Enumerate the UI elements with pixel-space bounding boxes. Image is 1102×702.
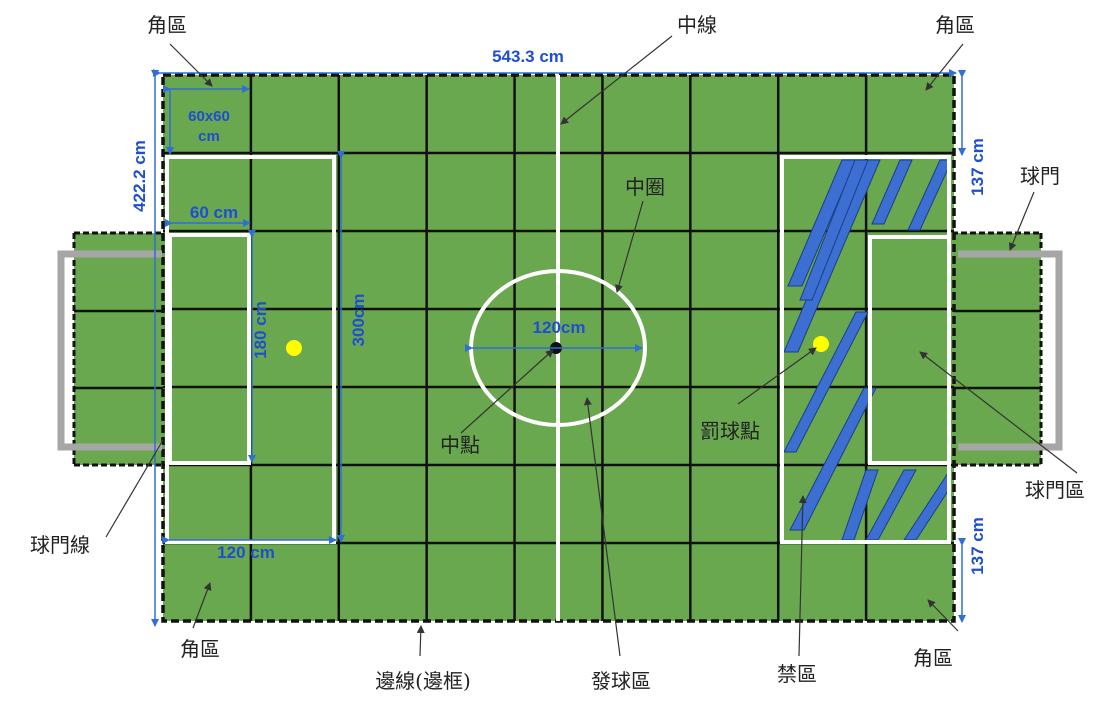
- center-circle-diameter-dimension: 120cm: [533, 318, 586, 337]
- dimension-lines: [151, 69, 966, 627]
- penalty-spot-ball-icon: [286, 340, 302, 356]
- right-goal-area: [868, 235, 951, 465]
- corner-area-label-bottom-left: 角區: [180, 637, 220, 661]
- center-point-label: 中點: [440, 433, 480, 457]
- goal-area-label: 球門區: [1025, 478, 1085, 502]
- right-goal-tiles: [952, 231, 1043, 467]
- left-goal-tiles: [72, 231, 163, 467]
- goal-line-label: 球門線: [30, 533, 90, 557]
- corner-offset-top-dimension: 137 cm: [968, 138, 987, 196]
- penalty-spot-label: 罰球點: [700, 419, 760, 443]
- penalty-area-depth-dimension: 120 cm: [217, 543, 275, 562]
- goal-label: 球門: [1020, 164, 1060, 188]
- goal-area-width-dimension: 180 cm: [251, 301, 270, 359]
- corner-offset-bottom-dimension: 137 cm: [968, 517, 987, 575]
- corner-area-label-top-right: 角區: [935, 13, 975, 37]
- field-width-dimension: 422.2 cm: [130, 140, 149, 212]
- right-goal-frame: [958, 250, 1063, 451]
- tile-size-dimension: 60x60: [188, 108, 230, 125]
- center-circle-label: 中圈: [625, 175, 665, 199]
- penalty-spot-ball-icon: [813, 336, 829, 352]
- left-goal-frame: [57, 250, 162, 451]
- penalty-area-label: 禁區: [777, 662, 817, 686]
- side-line-label: 邊線(邊框): [375, 669, 471, 693]
- center-line-label: 中線: [677, 13, 717, 37]
- corner-area-label-bottom-right: 角區: [913, 646, 953, 670]
- leader-lines: [105, 35, 1078, 657]
- tile-size-unit: cm: [198, 128, 220, 145]
- penalty-area-width-dimension: 300cm: [349, 294, 368, 347]
- goal-area-depth-dimension: 60 cm: [190, 203, 238, 222]
- penalty-area-stripes: [783, 159, 949, 541]
- kickoff-area-label: 發球區: [591, 669, 651, 693]
- field-length-dimension: 543.3 cm: [492, 47, 564, 66]
- corner-area-label-top-left: 角區: [147, 13, 187, 37]
